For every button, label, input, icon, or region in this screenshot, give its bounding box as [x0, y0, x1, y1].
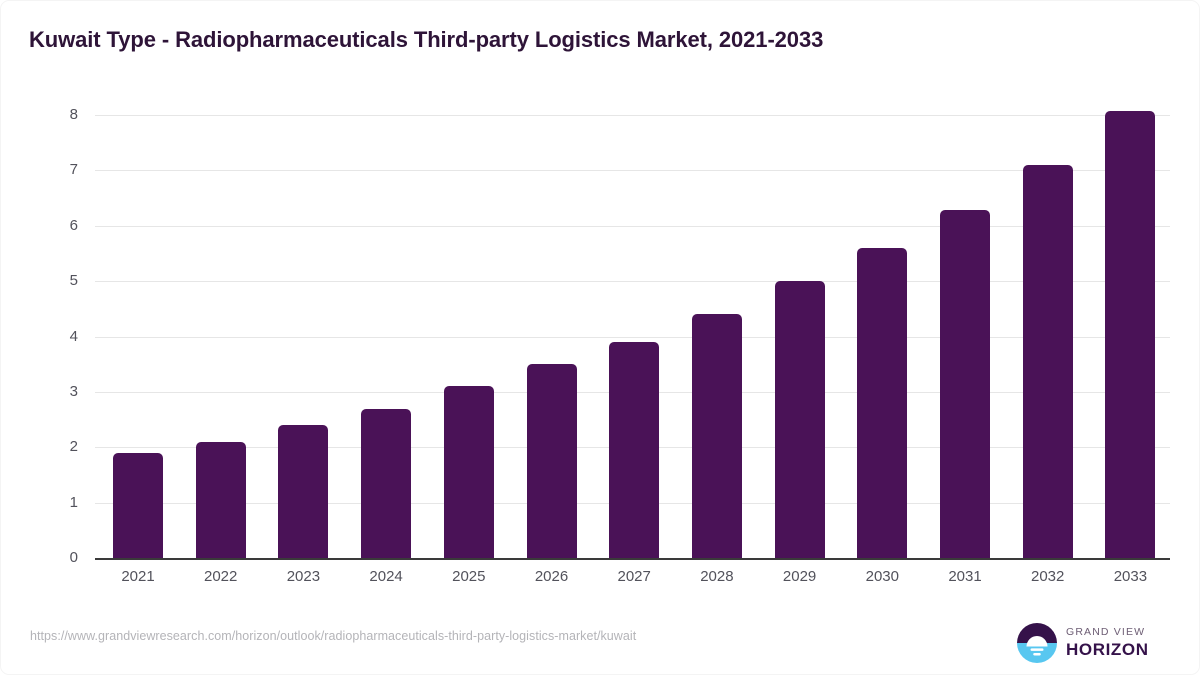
y-tick-label-3: 3	[69, 382, 78, 400]
y-tick-label-4: 4	[69, 327, 78, 345]
logo-bottom-text: HORIZON	[1066, 640, 1149, 660]
bar-2023[interactable]	[278, 425, 329, 558]
x-tick-label-2026: 2026	[534, 568, 569, 585]
x-tick-label-2024: 2024	[369, 568, 403, 585]
grand-view-horizon-logo-icon	[1017, 622, 1057, 663]
brand-logo: GRAND VIEW HORIZON	[1016, 620, 1174, 665]
x-tick-label-2029: 2029	[782, 568, 817, 585]
x-tick-label-2033: 2033	[1113, 568, 1148, 585]
x-tick-label-2032: 2032	[1031, 568, 1065, 585]
source-url[interactable]: https://www.grandviewresearch.com/horizo…	[30, 629, 637, 643]
y-tick-label-0: 0	[69, 549, 78, 566]
bar-2022[interactable]	[195, 441, 246, 558]
bar-2028[interactable]	[691, 314, 742, 558]
y-tick-label-6: 6	[69, 216, 78, 234]
bar-2025[interactable]	[443, 386, 494, 558]
y-tick-label-7: 7	[69, 161, 78, 179]
bar-2030[interactable]	[857, 247, 908, 558]
bar-2033[interactable]	[1105, 110, 1156, 558]
y-tick-label-2: 2	[69, 438, 78, 456]
x-tick-label-2023: 2023	[286, 568, 321, 585]
y-tick-label-8: 8	[69, 106, 78, 123]
bar-2021[interactable]	[113, 452, 163, 558]
x-tick-label-2025: 2025	[452, 568, 486, 585]
bar-2027[interactable]	[609, 342, 660, 558]
x-tick-label-2028: 2028	[700, 568, 734, 585]
logo-wordmark: GRAND VIEW HORIZON	[1066, 627, 1149, 659]
x-tick-label-2031: 2031	[948, 568, 982, 585]
gridline-6	[95, 225, 1170, 227]
gridline-8	[95, 115, 1170, 116]
y-tick-label-5: 5	[69, 272, 78, 290]
gridline-5	[95, 281, 1170, 283]
bar-2024[interactable]	[361, 408, 412, 558]
bar-2032[interactable]	[1022, 164, 1073, 558]
x-tick-label-2021: 2021	[121, 568, 155, 585]
gridline-4	[95, 336, 1170, 338]
bar-2026[interactable]	[526, 364, 577, 558]
gridline-7	[95, 170, 1170, 172]
logo-top-text: GRAND VIEW	[1066, 625, 1146, 638]
gridline-0	[95, 558, 1170, 560]
page-title: Kuwait Type - Radiopharmaceuticals Third…	[29, 27, 824, 52]
bars-and-xticks: 2021 2022 2023 2024 2025 2026 2027 2028 2029 2030…	[113, 110, 1156, 585]
y-tick-label-1: 1	[69, 493, 78, 511]
bar-2029[interactable]	[774, 281, 825, 558]
x-tick-label-2027: 2027	[617, 568, 651, 585]
bar-2031[interactable]	[940, 210, 990, 558]
x-tick-label-2030: 2030	[865, 568, 899, 585]
x-tick-label-2022: 2022	[204, 568, 238, 585]
